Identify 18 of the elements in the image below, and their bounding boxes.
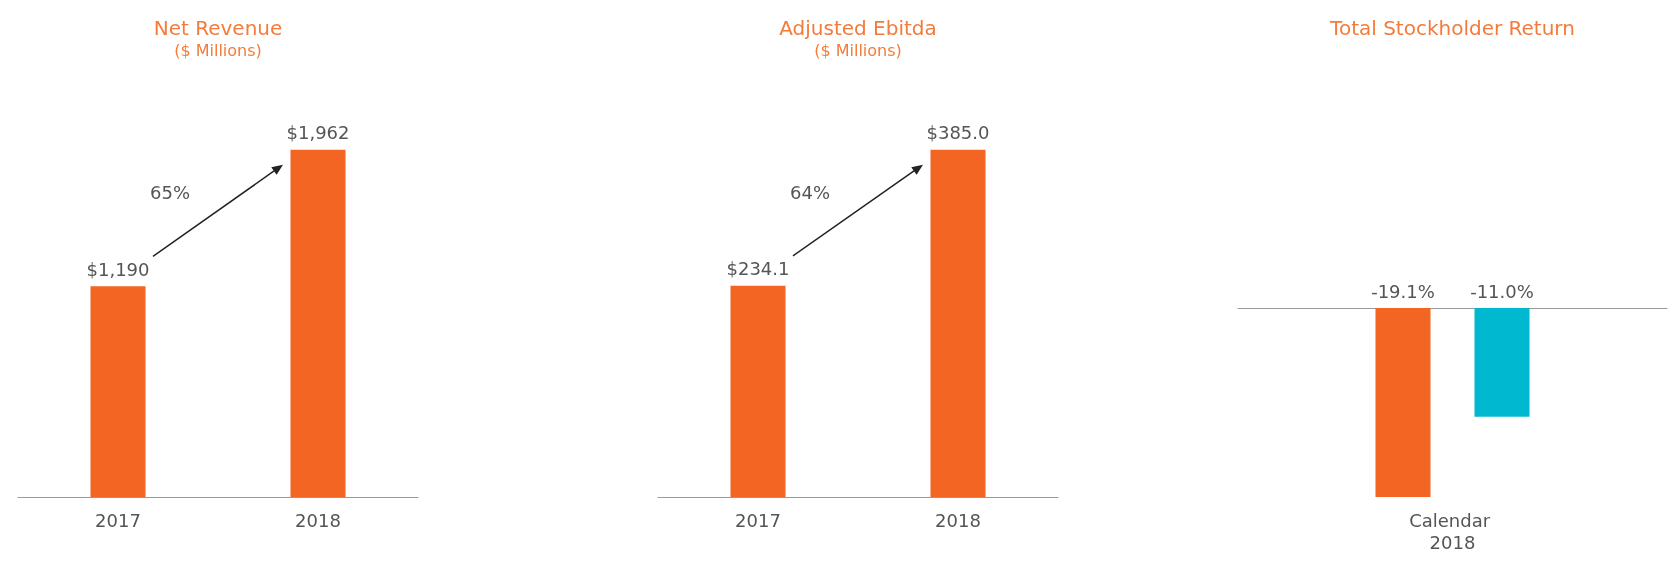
annotation: 65% (149, 182, 190, 204)
data-label: $385.0 (926, 122, 990, 144)
data-label: $1,962 (286, 122, 350, 144)
x-tick-label: 2017 (735, 509, 781, 531)
x-tick-label: 2018 (295, 509, 341, 531)
x-tick-label: Calendar 2018 (1409, 509, 1496, 553)
annotation: 64% (789, 181, 830, 203)
data-label: -19.1% (1371, 280, 1435, 302)
data-label: -11.0% (1470, 280, 1534, 302)
x-tick-label: 2017 (95, 509, 141, 531)
data-label: $234.1 (726, 258, 790, 280)
x-tick-label: 2018 (935, 509, 981, 531)
chart-title: Net Revenue (153, 16, 283, 40)
chart-subtitle: ($ Millions) (174, 40, 262, 60)
chart-subtitle: ($ Millions) (814, 40, 902, 60)
data-label: $1,190 (86, 258, 150, 280)
chart-title: Total Stockholder Return (1329, 16, 1575, 40)
chart-title: Adjusted Ebitda (779, 16, 937, 40)
